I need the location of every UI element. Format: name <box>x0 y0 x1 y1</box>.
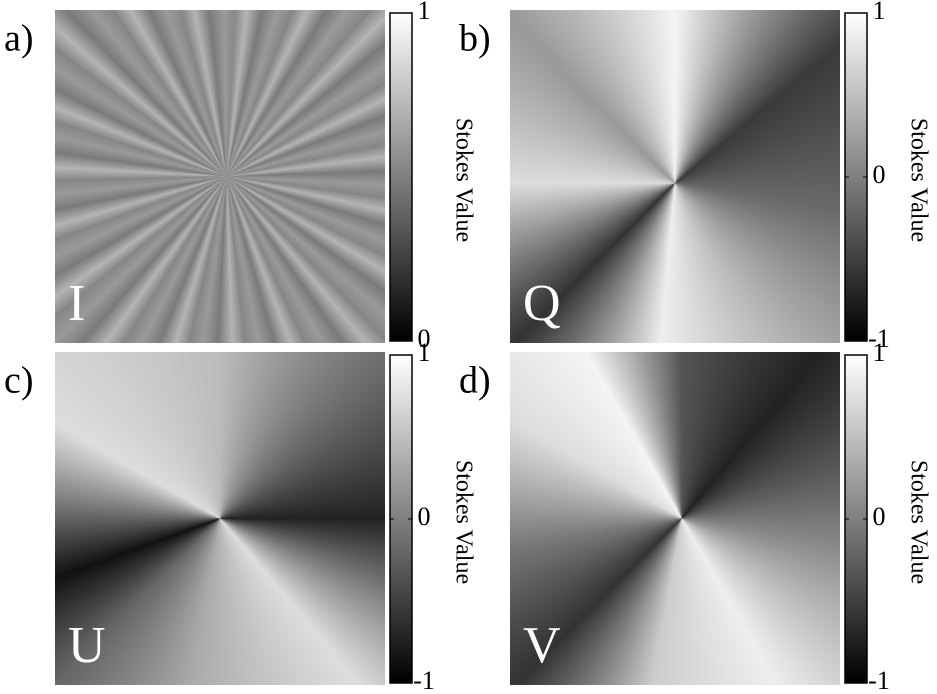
colorbar-tick-label: 0 <box>873 502 886 531</box>
stokes-parameter: I <box>68 275 85 332</box>
colorbar-label: Stokes Value <box>905 118 931 242</box>
colorbar-tick-label: 1 <box>873 0 886 25</box>
stokes-parameter: Q <box>523 275 561 332</box>
figure: a) I 0 1 Stokes Value b) Q -1 0 1 Stokes Value c) U -… <box>0 0 937 694</box>
colorbar-label: Stokes Value <box>450 118 476 242</box>
colorbar-tick-label: 0 <box>418 502 431 531</box>
colorbar-tick-label: 1 <box>873 338 886 367</box>
colorbar-tick-label: 1 <box>418 0 431 25</box>
panel-label: c) <box>4 360 34 402</box>
panel-label: a) <box>4 18 34 60</box>
colorbar-tick-label: 1 <box>418 338 431 367</box>
figure-overlay: a) I 0 1 Stokes Value b) Q -1 0 1 Stokes Value c) U -… <box>0 0 937 694</box>
colorbar-label: Stokes Value <box>450 460 476 584</box>
stokes-parameter: U <box>68 617 106 674</box>
colorbar <box>390 13 412 341</box>
colorbar-tick-label: 0 <box>873 160 886 189</box>
colorbar-tick-label: -1 <box>868 666 890 694</box>
colorbar-label: Stokes Value <box>905 460 931 584</box>
stokes-parameter: V <box>523 617 561 674</box>
panel-label: b) <box>459 18 491 60</box>
panel-label: d) <box>459 360 491 402</box>
colorbar-tick-label: -1 <box>413 666 435 694</box>
